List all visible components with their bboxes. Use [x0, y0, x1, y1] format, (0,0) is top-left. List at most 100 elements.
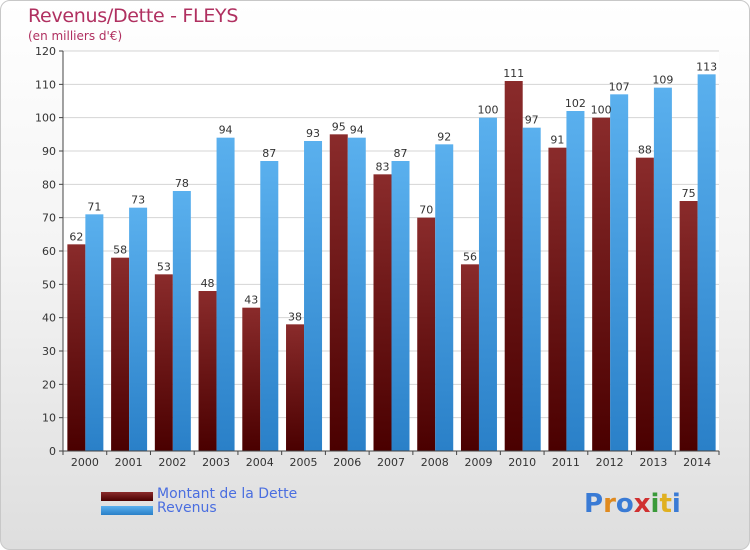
bar-debt: [679, 201, 698, 451]
data-label-revenue: 92: [437, 130, 451, 143]
y-tick-label: 0: [49, 445, 56, 458]
data-label-revenue: 87: [262, 147, 276, 160]
data-label-debt: 100: [591, 104, 612, 117]
bar-debt: [504, 81, 523, 451]
y-tick-label: 20: [42, 378, 56, 391]
data-label-debt: 58: [113, 244, 127, 257]
y-tick-label: 70: [42, 212, 56, 225]
y-tick-label: 120: [35, 45, 56, 58]
bar-debt: [242, 307, 261, 451]
x-tick-label: 2000: [71, 456, 99, 469]
legend-swatch-revenue: [101, 506, 153, 515]
data-label-debt: 75: [682, 187, 696, 200]
logo-letter: t: [659, 489, 672, 519]
chart-title: Revenus/Dette - FLEYS: [28, 5, 239, 27]
y-tick-label: 10: [42, 412, 56, 425]
x-tick-label: 2005: [290, 456, 318, 469]
bar-revenue: [172, 191, 191, 451]
x-tick-label: 2006: [333, 456, 361, 469]
x-tick-label: 2012: [596, 456, 624, 469]
data-label-debt: 95: [332, 120, 346, 133]
y-tick-label: 50: [42, 278, 56, 291]
x-tick-label: 2001: [115, 456, 143, 469]
bar-debt: [67, 244, 86, 451]
logo-letter: P: [584, 489, 604, 519]
bar-debt: [154, 274, 173, 451]
x-tick-label: 2014: [683, 456, 711, 469]
data-label-debt: 111: [503, 67, 524, 80]
x-tick-label: 2003: [202, 456, 230, 469]
logo-letter: i: [650, 489, 660, 519]
bar-debt: [417, 217, 436, 451]
x-tick-label: 2011: [552, 456, 580, 469]
bar-debt: [111, 257, 130, 451]
x-tick-label: 2008: [421, 456, 449, 469]
bar-debt: [373, 174, 392, 452]
data-label-revenue: 113: [696, 60, 717, 73]
data-label-revenue: 109: [652, 74, 673, 87]
data-label-revenue: 78: [175, 177, 189, 190]
y-tick-label: 100: [35, 112, 56, 125]
data-label-debt: 53: [157, 260, 171, 273]
logo-letter: r: [603, 489, 616, 519]
x-tick-label: 2010: [508, 456, 536, 469]
data-label-revenue: 107: [609, 80, 630, 93]
data-label-revenue: 97: [525, 114, 539, 127]
data-label-debt: 88: [638, 144, 652, 157]
data-label-debt: 91: [550, 134, 564, 147]
proxiti-logo: Proxiti: [584, 489, 681, 519]
data-label-revenue: 87: [394, 147, 408, 160]
bar-revenue: [435, 144, 454, 452]
bar-debt: [329, 134, 348, 452]
data-label-revenue: 73: [131, 194, 145, 207]
y-tick-label: 110: [35, 78, 56, 91]
data-label-debt: 70: [419, 204, 433, 217]
data-label-revenue: 94: [219, 124, 233, 137]
logo-letter: i: [671, 489, 681, 519]
bar-revenue: [697, 74, 716, 451]
data-label-debt: 43: [244, 294, 258, 307]
bar-revenue: [391, 161, 410, 451]
x-tick-label: 2009: [464, 456, 492, 469]
legend-label-revenue: Revenus: [157, 500, 217, 516]
bar-revenue: [304, 141, 323, 451]
data-label-debt: 38: [288, 310, 302, 323]
bar-revenue: [260, 161, 279, 451]
data-label-debt: 48: [201, 277, 215, 290]
bar-debt: [460, 264, 479, 451]
data-label-revenue: 102: [565, 97, 586, 110]
legend-label-debt: Montant de la Dette: [157, 486, 298, 502]
y-tick-label: 40: [42, 312, 56, 325]
x-tick-label: 2002: [158, 456, 186, 469]
bar-revenue: [85, 214, 104, 451]
bar-debt: [198, 291, 217, 451]
bar-revenue: [653, 87, 672, 452]
data-label-debt: 83: [376, 160, 390, 173]
bar-revenue: [522, 127, 541, 452]
legend-swatch-debt: [101, 492, 153, 501]
logo-letter: x: [633, 489, 651, 519]
chart-subtitle: (en milliers d'€): [28, 29, 123, 43]
logo-letter: o: [615, 489, 634, 519]
bar-revenue: [216, 137, 235, 451]
y-tick-label: 80: [42, 178, 56, 191]
y-tick-label: 90: [42, 145, 56, 158]
data-label-revenue: 100: [477, 104, 498, 117]
data-label-revenue: 71: [87, 200, 101, 213]
bar-debt: [286, 324, 305, 451]
y-tick-label: 60: [42, 245, 56, 258]
data-label-revenue: 94: [350, 124, 364, 137]
data-label-debt: 62: [69, 230, 83, 243]
bar-debt: [592, 117, 611, 452]
y-tick-label: 30: [42, 345, 56, 358]
x-tick-label: 2007: [377, 456, 405, 469]
bar-debt: [548, 147, 567, 451]
data-label-debt: 56: [463, 250, 477, 263]
bar-revenue: [478, 117, 497, 452]
x-tick-label: 2004: [246, 456, 274, 469]
bar-debt: [635, 157, 654, 451]
bar-revenue: [347, 137, 366, 451]
x-tick-label: 2013: [639, 456, 667, 469]
